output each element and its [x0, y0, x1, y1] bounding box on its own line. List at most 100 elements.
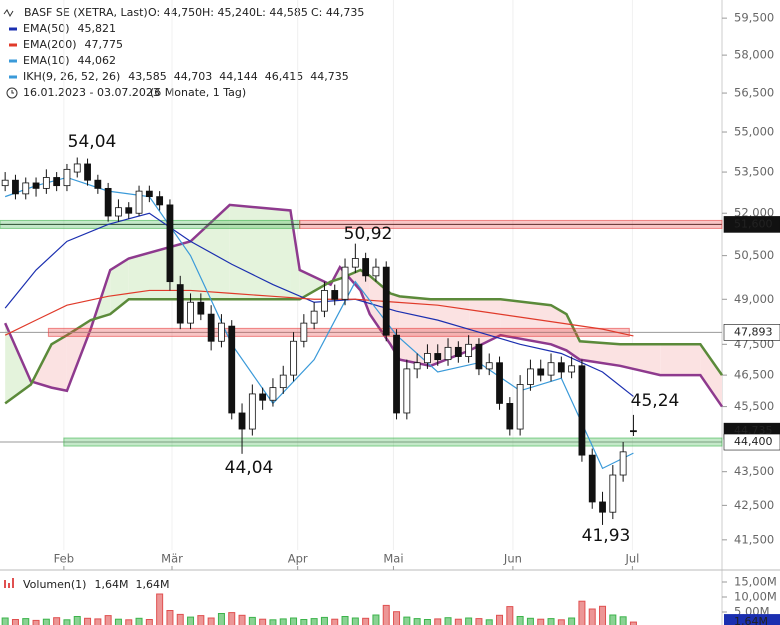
volume-bar [300, 619, 308, 625]
candle-body [609, 474, 617, 513]
legend-name: EMA(200) [23, 38, 77, 51]
candle-body [63, 168, 71, 187]
annotation: 50,92 [344, 224, 393, 244]
candle-body [32, 182, 40, 189]
volume-bar [403, 616, 411, 625]
volume-bar [94, 618, 102, 625]
volume-bar [568, 617, 576, 625]
cloud-fill [551, 305, 567, 351]
volume-bar [32, 619, 40, 625]
volume-bar [135, 617, 143, 625]
volume-bar [11, 619, 19, 625]
legend-value: 44,144 [219, 70, 258, 83]
candle-body [434, 353, 442, 361]
x-tick-label: Jun [503, 552, 522, 566]
candle-body [145, 190, 153, 198]
volume-bar [125, 619, 133, 625]
y-tick-label: 50,500 [734, 248, 774, 262]
volume-bar [320, 616, 328, 625]
cloud-fill [700, 344, 722, 407]
x-tick-label: Mai [383, 552, 403, 566]
y-tick-label: 41,500 [734, 532, 774, 546]
cloud-fill [660, 344, 701, 376]
candle-body [547, 362, 555, 376]
candle-body [290, 340, 297, 376]
legend-value: 44,735 [310, 70, 349, 83]
candle-body [125, 207, 133, 214]
volume-bar [217, 613, 225, 625]
volume-bar [145, 619, 153, 625]
candle-body [382, 266, 390, 336]
candle-body [73, 163, 81, 173]
level-tag [723, 433, 780, 451]
y-tick-label: 59,500 [734, 11, 774, 25]
level-band [299, 219, 723, 229]
level-tag-label: 51,600 [734, 217, 773, 230]
candle-body [156, 196, 164, 206]
legend-value: 45,821 [78, 22, 117, 35]
candle-body [53, 177, 61, 187]
candle-body [619, 451, 627, 476]
legend-value: 43,585 [128, 70, 167, 83]
y-tick-label: 53,500 [734, 165, 774, 179]
candle-body [506, 403, 514, 430]
volume-bar [496, 614, 504, 625]
ohlc-label: L: 44,585 [256, 6, 308, 19]
volume-bar [53, 617, 61, 625]
volume-bar [238, 614, 246, 625]
volume-icon [8, 583, 10, 588]
candle-body [12, 179, 19, 195]
volume-bar [619, 616, 627, 625]
cloud-line [4, 203, 724, 408]
volume-y-tick-label: 15,00M [734, 575, 777, 589]
candle-body [454, 346, 462, 357]
annotation: 45,24 [631, 391, 680, 411]
legend-name: IKH(9, 26, 52, 26) [23, 70, 120, 83]
volume-bar [207, 617, 215, 625]
volume-bar [341, 616, 349, 625]
volume-bar [279, 618, 287, 625]
cloud-fill [500, 299, 552, 345]
volume-bar [423, 619, 431, 625]
volume-bar [42, 618, 50, 625]
volume-y-tick-label: 10,00M [734, 590, 777, 604]
candle-body [527, 368, 534, 385]
volume-bar [269, 619, 277, 625]
candle-body [485, 362, 493, 370]
y-tick-label: 49,000 [734, 292, 774, 306]
candle-body [310, 310, 318, 324]
candle-body [475, 343, 483, 370]
volume-bar [526, 617, 534, 625]
level-tag [723, 324, 780, 341]
volume-bar [537, 618, 545, 625]
candle-body [176, 284, 184, 324]
volume-bar [290, 617, 298, 625]
volume-bar [434, 618, 442, 625]
legend-value: 44,703 [174, 70, 213, 83]
volume-bar [310, 618, 318, 625]
volume-bar [176, 613, 184, 625]
candle-body [84, 163, 91, 181]
y-tick-label: 56,500 [734, 86, 774, 100]
cloud-fill [51, 335, 67, 391]
volume-bar [73, 616, 81, 625]
volume-bar [248, 616, 256, 625]
candle-body [393, 334, 400, 414]
volume-bar [166, 610, 174, 625]
candle-body [630, 430, 637, 433]
volume-bar [506, 606, 514, 625]
volume-bar [547, 618, 555, 625]
y-tick-label: 55,000 [734, 125, 774, 139]
candle-body [1, 179, 9, 187]
ohlc-label: C: 44,735 [311, 6, 364, 19]
candle-body [22, 182, 30, 195]
candle-body [413, 362, 421, 370]
candle-body [269, 387, 277, 401]
annotation: 41,93 [582, 526, 631, 546]
annotation: 44,04 [225, 458, 274, 478]
volume-icon [4, 580, 6, 588]
ohlc-label: H: 45,240 [202, 6, 256, 19]
candle-body [568, 365, 576, 373]
